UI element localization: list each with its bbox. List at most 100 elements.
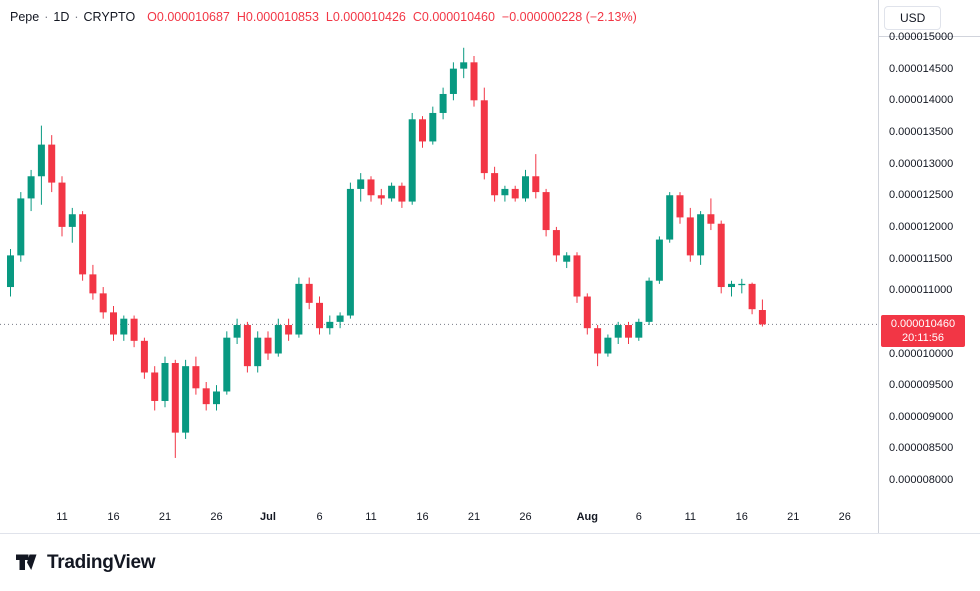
candle-body bbox=[37, 144, 45, 177]
candle-body bbox=[388, 185, 396, 199]
time-axis-month-label: Jul bbox=[260, 511, 276, 523]
chart-pane[interactable]: Pepe · 1D · CRYPTO O0.000010687 H0.000010853 L0… bbox=[0, 0, 878, 533]
candle-body bbox=[120, 318, 128, 335]
candle-body bbox=[738, 283, 746, 286]
price-axis-label: 0.000010000 bbox=[889, 347, 954, 360]
candle-body bbox=[758, 310, 766, 325]
time-axis-label: 6 bbox=[635, 511, 642, 523]
candle-body bbox=[728, 283, 735, 288]
candle-body bbox=[264, 337, 272, 354]
candle-body bbox=[501, 188, 509, 196]
candle-body bbox=[552, 230, 560, 256]
price-axis[interactable]: USD 0.000015000 0.000014500 0.000014000 0.0… bbox=[878, 0, 980, 533]
time-axis-label: 26 bbox=[838, 511, 851, 523]
candle-body bbox=[542, 192, 550, 231]
price-axis-label: 0.000008500 bbox=[889, 442, 954, 455]
symbol-name[interactable]: Pepe bbox=[10, 10, 40, 24]
time-axis[interactable]: 11 16 21 26 Jul 6 11 16 21 26 Aug 6 11 16 21 26 bbox=[0, 505, 878, 533]
price-axis-header: USD bbox=[879, 0, 980, 37]
candle-body bbox=[326, 321, 334, 329]
candle-body bbox=[274, 325, 282, 354]
tradingview-logo[interactable]: TradingView bbox=[16, 552, 156, 574]
price-axis-label: 0.000013000 bbox=[889, 157, 954, 170]
candle-body bbox=[110, 312, 117, 335]
candle-body bbox=[655, 239, 663, 281]
candle-body bbox=[223, 337, 231, 392]
candle-body bbox=[635, 321, 643, 338]
candle-body bbox=[357, 179, 365, 189]
candle-body bbox=[573, 255, 581, 297]
price-axis-label: 0.000014500 bbox=[889, 62, 954, 75]
time-axis-label: 11 bbox=[56, 511, 68, 523]
price-axis-label: 0.000008000 bbox=[889, 474, 954, 487]
candle-body bbox=[398, 185, 406, 202]
candle-body bbox=[213, 391, 220, 405]
candle-body bbox=[130, 318, 138, 341]
candle-body bbox=[68, 214, 76, 227]
candle-body bbox=[151, 372, 159, 401]
candle-body bbox=[377, 195, 385, 199]
candle-body bbox=[7, 255, 14, 288]
candle-body bbox=[243, 325, 251, 367]
candle-body bbox=[27, 176, 35, 199]
candle-body bbox=[460, 62, 468, 69]
time-axis-label: 21 bbox=[787, 511, 800, 523]
footer-bar: TradingView bbox=[0, 533, 980, 591]
candle-body bbox=[79, 214, 87, 275]
candle-body bbox=[583, 296, 591, 329]
candle-body bbox=[480, 100, 488, 174]
candle-body bbox=[614, 325, 622, 338]
candle-body bbox=[58, 182, 66, 227]
time-axis-label: 16 bbox=[416, 511, 429, 523]
candle-body bbox=[748, 283, 756, 310]
candle-body bbox=[336, 315, 344, 322]
candle-body bbox=[625, 325, 632, 338]
candle-body bbox=[666, 195, 674, 240]
candle-body bbox=[171, 362, 179, 433]
candle-body bbox=[522, 176, 529, 199]
candle-body bbox=[449, 68, 457, 94]
time-axis-label: 21 bbox=[467, 511, 481, 523]
ohlc-readout: O0.000010687 H0.000010853 L0.000010426 C0.0… bbox=[147, 10, 644, 24]
legend-separator: · bbox=[44, 10, 49, 24]
candle-body bbox=[346, 188, 354, 316]
price-axis-label: 0.000011000 bbox=[889, 284, 953, 297]
candle-body bbox=[182, 366, 190, 433]
symbol-legend: Pepe · 1D · CRYPTO O0.000010687 H0.000010853 L0… bbox=[10, 9, 644, 25]
candle-body bbox=[429, 112, 437, 142]
candle-body bbox=[89, 274, 97, 294]
candlestick-plot[interactable] bbox=[0, 0, 878, 533]
candle-body bbox=[563, 255, 571, 262]
currency-button[interactable]: USD bbox=[884, 6, 942, 30]
candle-body bbox=[707, 214, 715, 224]
candle-body bbox=[491, 173, 499, 196]
candle-body bbox=[305, 283, 313, 303]
interval-label[interactable]: 1D bbox=[53, 10, 70, 24]
time-axis-label: 16 bbox=[107, 511, 120, 523]
candle-body bbox=[295, 283, 303, 335]
candle-body bbox=[676, 195, 684, 218]
price-axis-label: 0.000012500 bbox=[889, 189, 954, 202]
candle-body bbox=[367, 179, 375, 196]
price-axis-label: 0.000009000 bbox=[889, 410, 954, 423]
candle-body bbox=[254, 337, 262, 367]
candle-body bbox=[697, 214, 705, 256]
time-axis-label: 21 bbox=[158, 511, 172, 523]
candle-body bbox=[604, 337, 612, 354]
candle-body bbox=[202, 388, 210, 405]
time-axis-month-label: Aug bbox=[576, 511, 598, 523]
time-axis-label: 11 bbox=[684, 511, 696, 523]
price-axis-label: 0.000014000 bbox=[889, 94, 954, 107]
candle-body bbox=[408, 119, 416, 202]
candle-body bbox=[17, 198, 25, 256]
candle-body bbox=[285, 325, 293, 335]
exchange-label[interactable]: CRYPTO bbox=[83, 10, 136, 24]
time-axis-label: 6 bbox=[316, 511, 323, 523]
current-price-label: 0.000010460 20:11:56 bbox=[881, 315, 965, 348]
bar-close-countdown: 20:11:56 bbox=[901, 332, 944, 345]
low-value: L0.000010426 bbox=[325, 10, 406, 24]
candle-body bbox=[192, 366, 200, 389]
tradingview-logo-icon bbox=[16, 554, 37, 570]
candle-body bbox=[161, 362, 169, 401]
